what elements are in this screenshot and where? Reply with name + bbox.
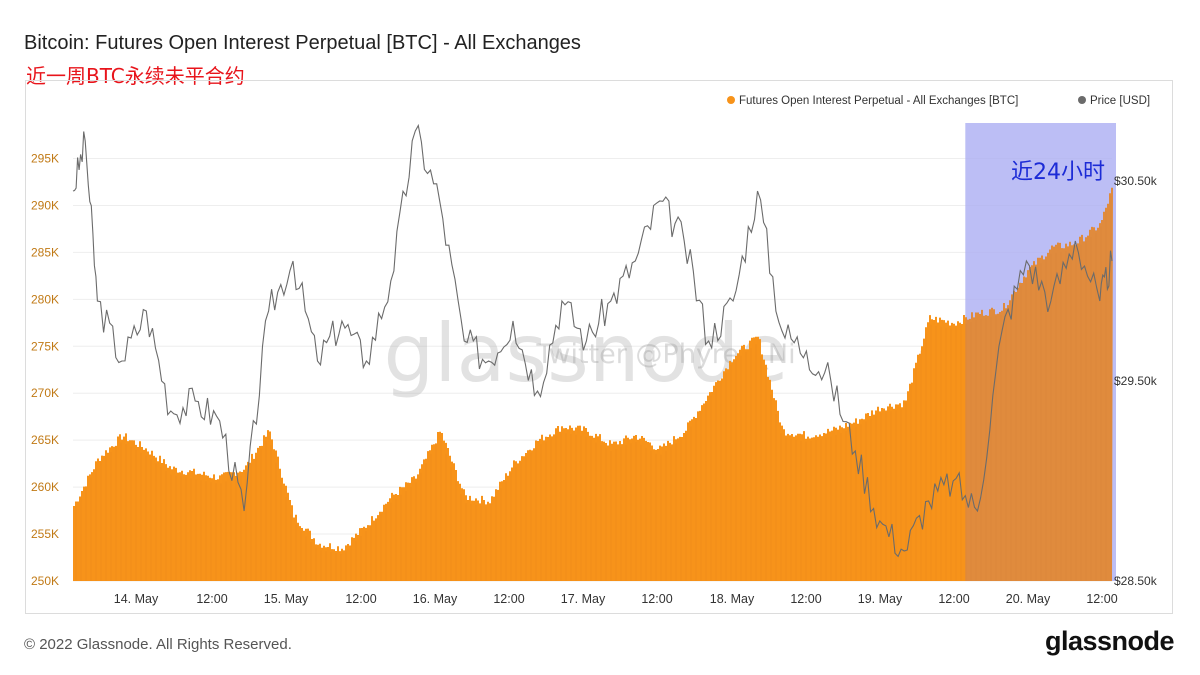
annotation-layer: 近24小时 [1011,160,1105,185]
y-right-tick-label: $29.50k [1114,374,1158,388]
x-tick-label: 12:00 [641,592,672,606]
glassnode-logo: glassnode [1044,626,1175,656]
x-tick-label: 12:00 [196,592,227,606]
y-left-tick-label: 275K [31,339,59,353]
open-interest-series [73,123,1116,581]
last-24h-label: 近24小时 [1011,160,1105,185]
x-tick-label: 19. May [858,592,903,606]
x-tick-label: 14. May [114,592,159,606]
chart-subtitle: 近一周BTC永续未平合约 [26,64,245,88]
y-left-tick-label: 295K [31,152,59,166]
x-tick-label: 12:00 [493,592,524,606]
y-axis-left: 250K 255K 260K 265K 270K 275K 280K 285K 290K 295K [31,152,59,588]
price-line [72,123,1113,558]
open-interest-area [73,187,1113,581]
legend-label: Price [USD] [1090,95,1150,107]
y-left-tick-label: 270K [31,386,59,400]
copyright-text: © 2022 Glassnode. All Rights Reserved. [24,636,292,653]
y-left-tick-label: 265K [31,433,59,447]
x-tick-label: 12:00 [1086,592,1117,606]
legend[interactable]: Futures Open Interest Perpetual - All Ex… [727,95,1150,107]
y-right-tick-label: $28.50k [1114,574,1158,588]
x-tick-label: 20. May [1006,592,1051,606]
price-series [72,123,1113,558]
legend-item[interactable]: Futures Open Interest Perpetual - All Ex… [727,95,1018,107]
x-tick-label: 15. May [264,592,309,606]
y-left-tick-label: 250K [31,574,59,588]
legend-label: Futures Open Interest Perpetual - All Ex… [739,95,1018,107]
x-tick-label: 12:00 [345,592,376,606]
x-tick-label: 12:00 [938,592,969,606]
y-left-tick-label: 280K [31,292,59,306]
y-axis-right: $28.50k $29.50k $30.50k [1114,174,1158,588]
x-tick-label: 17. May [561,592,606,606]
legend-item[interactable]: Price [USD] [1078,95,1150,107]
y-left-tick-label: 285K [31,245,59,259]
x-axis: 14. May 12:00 15. May 12:00 16. May 12:00 17. … [114,592,1118,606]
chart-frame: glassnode Twitter @Phyrex_Ni 250K 255K 260K… [25,80,1173,614]
x-tick-label: 18. May [710,592,755,606]
legend-marker [727,96,735,104]
legend-marker [1078,96,1086,104]
y-left-tick-label: 290K [31,198,59,212]
highlight-overlay [965,123,1116,581]
x-tick-label: 16. May [413,592,458,606]
y-right-tick-label: $30.50k [1114,174,1158,188]
chart-title: Bitcoin: Futures Open Interest Perpetual… [24,32,581,54]
y-left-tick-label: 260K [31,480,59,494]
x-tick-label: 12:00 [790,592,821,606]
y-left-tick-label: 255K [31,527,59,541]
